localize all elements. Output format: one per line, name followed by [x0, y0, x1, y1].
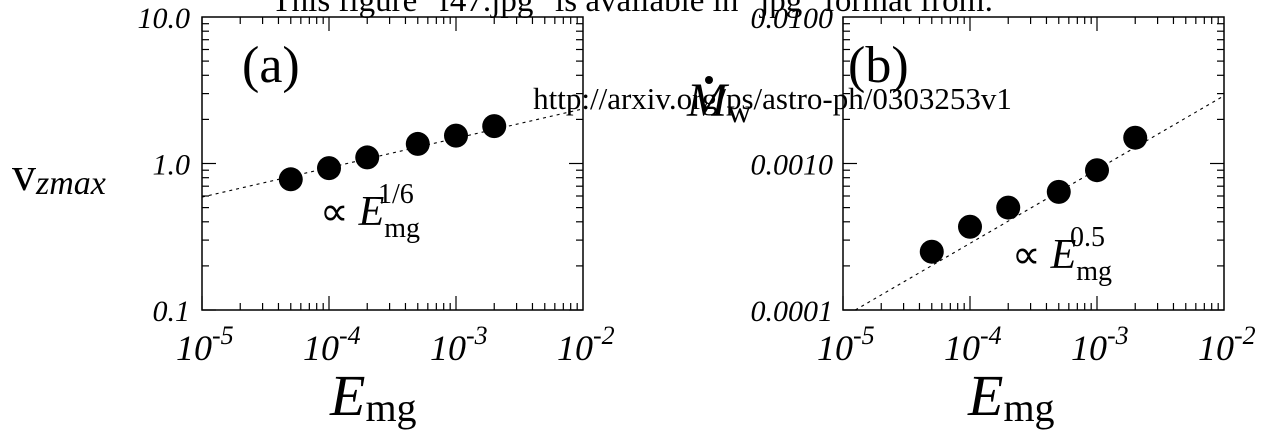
- panel-b-points: [919, 125, 1148, 264]
- panel-a-fit-layer: [201, 108, 584, 198]
- panel-a-x-axis-label: Emg: [329, 363, 417, 430]
- data-point: [405, 131, 430, 156]
- annotation-superscript: 1/6: [378, 179, 414, 210]
- x-tick-label: 10-2: [557, 321, 615, 368]
- panel-a-ticks: [201, 17, 583, 311]
- x-tick-label: 10-3: [430, 321, 488, 368]
- annotation-base: E: [358, 189, 385, 235]
- mdot-dot-icon: [705, 76, 713, 84]
- data-point: [919, 239, 944, 264]
- annotation-subscript: mg: [384, 213, 420, 244]
- panel-a-scaling-annotation: ∝ Emg1/6: [320, 179, 420, 244]
- fit-line: [201, 108, 584, 198]
- figure-availability-banner: This figure "f47.jpg" is available in "j…: [271, 0, 994, 19]
- annotation-subscript: mg: [1076, 256, 1112, 287]
- data-point: [444, 123, 468, 148]
- x-tick-label: 10-5: [176, 321, 234, 368]
- panel-b-x-axis-label: Emg: [967, 363, 1055, 430]
- panel-a-label: (a): [242, 37, 300, 94]
- fit-line: [855, 95, 1225, 311]
- y-tick-label: 0.0100: [751, 2, 834, 35]
- data-point: [1085, 158, 1109, 183]
- panel-a-x-tick-labels: 10-5 10-4 10-3 10-2: [176, 321, 615, 368]
- proportional-symbol: ∝: [320, 189, 359, 234]
- x-tick-label: 10-4: [303, 321, 361, 368]
- y-tick-label: 10.0: [138, 2, 191, 35]
- panel-b-ticks: [842, 17, 1224, 311]
- annotation-superscript: 0.5: [1070, 222, 1105, 253]
- x-tick-label: 10-3: [1071, 321, 1129, 368]
- x-tick-label: 10-5: [817, 321, 875, 368]
- data-point: [317, 156, 341, 181]
- x-tick-label: 10-2: [1198, 321, 1256, 368]
- data-point: [996, 195, 1021, 220]
- panel-a: 10-5 10-4 10-3 10-2 0.11.010.0 (a) ∝ Emg1/6…: [12, 2, 615, 430]
- panel-b-scaling-annotation: ∝ Emg0.5: [1012, 222, 1112, 287]
- panel-a-y-tick-labels: 0.1 1.0 10.0: [138, 2, 191, 328]
- data-point: [482, 114, 507, 139]
- data-point: [278, 167, 303, 192]
- y-tick-label: 0.0010: [751, 149, 834, 182]
- panel-b-label: (b): [848, 37, 909, 94]
- y-tick-label: 0.1: [153, 295, 191, 328]
- x-tick-label: 10-4: [944, 321, 1002, 368]
- data-point: [1046, 179, 1071, 204]
- y-tick-label: 0.0001: [751, 295, 834, 328]
- panel-b-x-tick-labels: 10-5 10-4 10-3 10-2: [817, 321, 1256, 368]
- annotation-base: E: [1050, 232, 1077, 278]
- data-point: [1123, 125, 1148, 150]
- proportional-symbol: ∝: [1012, 232, 1051, 277]
- panel-a-y-axis-label: vzmax: [12, 148, 106, 202]
- y-tick-label: 1.0: [153, 149, 191, 182]
- source-url[interactable]: http://arxiv.org/ps/astro-ph/0303253v1: [533, 81, 1012, 116]
- data-point: [958, 214, 982, 239]
- panel-b-fit-layer: [855, 95, 1225, 311]
- panel-b-y-tick-labels: 0.0001 0.0010 0.0100: [751, 2, 834, 328]
- data-point: [355, 145, 380, 170]
- panel-a-points: [278, 114, 507, 192]
